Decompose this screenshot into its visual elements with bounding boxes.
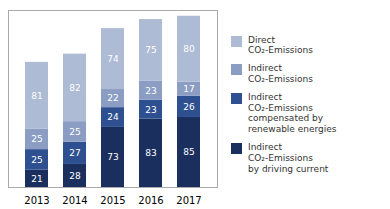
svg-text:25: 25 xyxy=(31,155,42,165)
svg-text:21: 21 xyxy=(31,174,42,184)
svg-text:25: 25 xyxy=(31,134,42,144)
svg-text:25: 25 xyxy=(69,127,80,137)
svg-text:2016: 2016 xyxy=(138,195,163,206)
svg-text:2015: 2015 xyxy=(100,195,125,206)
svg-text:27: 27 xyxy=(69,148,80,158)
html-text:Indirect CO₂-Emissions by driv: Indirect CO₂-Emissions by driving curren… xyxy=(248,142,329,174)
svg-text:2017: 2017 xyxy=(176,195,201,206)
svg-text:75: 75 xyxy=(145,45,156,55)
svg-text:74: 74 xyxy=(107,54,119,64)
svg-text:81: 81 xyxy=(31,91,42,101)
svg-text:23: 23 xyxy=(145,86,156,96)
svg-text:22: 22 xyxy=(107,93,118,103)
svg-text:80: 80 xyxy=(183,44,195,54)
svg-text:85: 85 xyxy=(183,147,194,157)
svg-text:73: 73 xyxy=(107,152,118,162)
svg-text:82: 82 xyxy=(69,83,80,93)
html-text:Direct CO₂-Emissions: Direct CO₂-Emissions xyxy=(248,34,313,56)
html-text:Indirect CO₂-Emissions compens: Indirect CO₂-Emissions compensated by re… xyxy=(248,91,337,135)
svg-text:83: 83 xyxy=(145,148,156,158)
svg-text:28: 28 xyxy=(69,171,81,181)
svg-text:2013: 2013 xyxy=(24,195,49,206)
svg-text:2014: 2014 xyxy=(62,195,87,206)
svg-text:24: 24 xyxy=(107,112,119,122)
html-text:Indirect CO₂-Emissions: Indirect CO₂-Emissions xyxy=(248,63,313,84)
svg-text:26: 26 xyxy=(183,102,195,112)
svg-text:17: 17 xyxy=(183,84,194,94)
svg-text:23: 23 xyxy=(145,105,156,115)
